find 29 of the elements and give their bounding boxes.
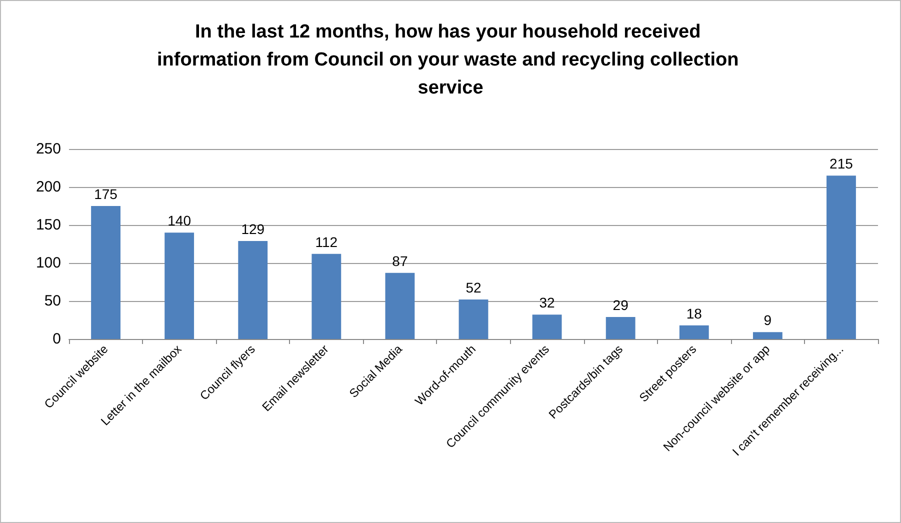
- data-label: 129: [241, 220, 265, 237]
- bar: [164, 232, 194, 339]
- bar: [312, 254, 342, 339]
- bar: [826, 176, 856, 339]
- bar: [752, 332, 782, 339]
- data-label: 112: [315, 234, 338, 250]
- bar: [458, 299, 488, 339]
- bar: [532, 314, 562, 339]
- data-label: 175: [94, 186, 118, 202]
- y-tick-label: 250: [36, 140, 61, 158]
- y-tick-label: 50: [44, 292, 61, 310]
- data-label: 18: [686, 305, 702, 322]
- data-label: 87: [392, 252, 408, 269]
- bar: [679, 325, 709, 339]
- bar: [606, 316, 636, 339]
- data-label: 52: [466, 279, 482, 296]
- bar: [238, 240, 268, 339]
- y-tick-label: 200: [36, 178, 61, 196]
- y-tick-label: 0: [52, 330, 61, 348]
- data-label: 215: [830, 156, 854, 172]
- data-label: 29: [612, 296, 629, 313]
- bar: [385, 272, 415, 339]
- data-label: 140: [168, 212, 192, 229]
- y-tick-label: 150: [36, 216, 61, 234]
- y-tick-label: 100: [36, 254, 61, 272]
- data-label: 9: [764, 312, 772, 328]
- bar: [91, 206, 120, 339]
- data-label: 32: [539, 294, 556, 311]
- chart-title: In the last 12 months, how has your household received information from Council on your waste and recycling collection service: [157, 22, 744, 98]
